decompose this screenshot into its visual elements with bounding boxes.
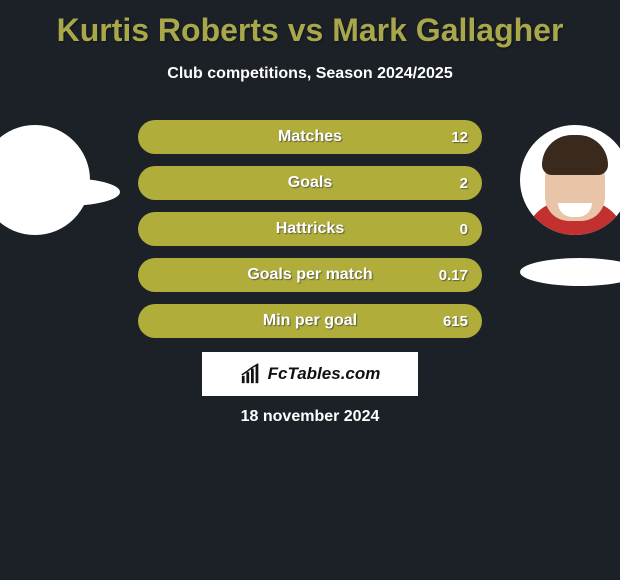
- stat-label: Min per goal: [263, 312, 357, 330]
- stat-row-goals: Goals 2: [138, 166, 482, 200]
- right-avatar-shadow: [520, 258, 620, 286]
- left-player-avatar: [0, 125, 90, 235]
- stat-row-hattricks: Hattricks 0: [138, 212, 482, 246]
- stat-row-goals-per-match: Goals per match 0.17: [138, 258, 482, 292]
- stats-list: Matches 12 Goals 2 Hattricks 0 Goals per…: [138, 120, 482, 350]
- stat-label: Goals per match: [247, 266, 372, 284]
- brand-prefix: Fc: [268, 364, 288, 383]
- subtitle: Club competitions, Season 2024/2025: [0, 65, 620, 83]
- page-title: Kurtis Roberts vs Mark Gallagher: [0, 0, 620, 49]
- stat-value-right: 0.17: [439, 267, 468, 284]
- stat-value-right: 0: [460, 221, 468, 238]
- stat-label: Goals: [288, 174, 332, 192]
- brand-text: FcTables.com: [268, 364, 381, 384]
- brand-suffix: Tables.com: [287, 364, 380, 383]
- right-player-avatar: [520, 125, 620, 235]
- avatar-hair: [542, 135, 608, 175]
- stat-row-matches: Matches 12: [138, 120, 482, 154]
- stat-value-right: 12: [451, 129, 468, 146]
- stat-value-right: 2: [460, 175, 468, 192]
- chart-icon: [240, 363, 262, 385]
- stat-row-min-per-goal: Min per goal 615: [138, 304, 482, 338]
- stat-label: Matches: [278, 128, 342, 146]
- footer-date: 18 november 2024: [0, 408, 620, 426]
- stat-value-right: 615: [443, 313, 468, 330]
- stat-label: Hattricks: [276, 220, 344, 238]
- brand-badge[interactable]: FcTables.com: [202, 352, 418, 396]
